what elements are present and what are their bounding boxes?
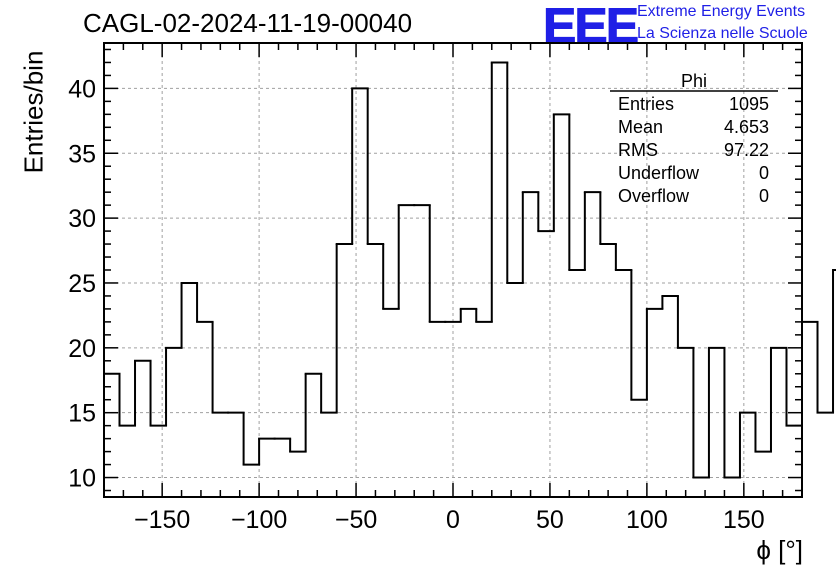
x-axis-label: ϕ [°] (756, 535, 803, 565)
y-tick-label: 30 (68, 205, 96, 233)
x-tick-label: 150 (723, 506, 765, 534)
logo-line-1: Extreme Energy Events (637, 3, 806, 20)
y-tick-label: 25 (68, 270, 96, 298)
stats-label: Entries (618, 94, 674, 114)
chart-title: CAGL-02-2024-11-19-00040 (83, 8, 413, 38)
x-tick-label: −50 (335, 506, 377, 534)
stats-value: 0 (759, 186, 769, 206)
axis-ticks (103, 43, 803, 497)
stats-label: Overflow (618, 186, 690, 206)
logo-line-2: La Scienza nelle Scuole (637, 25, 808, 42)
x-tick-label: −100 (231, 506, 287, 534)
stats-label: RMS (618, 140, 658, 160)
stats-value: 1095 (729, 94, 769, 114)
stats-box-title: Phi (681, 71, 707, 91)
x-tick-label: 100 (626, 506, 668, 534)
stats-label: Mean (618, 117, 663, 137)
tick-labels: −150 −100 −50 0 50 100 150 10 15 20 25 30 35 40 (68, 75, 765, 534)
y-tick-label: 15 (68, 400, 96, 428)
grid (104, 43, 802, 497)
x-tick-label: −150 (134, 506, 190, 534)
stats-label: Underflow (618, 163, 700, 183)
y-tick-label: 35 (68, 140, 96, 168)
stats-value: 4.653 (724, 117, 769, 137)
y-tick-label: 10 (68, 465, 96, 493)
stats-value: 0 (759, 163, 769, 183)
stats-box: Phi Entries 1095 Mean 4.653 RMS 97.22 Underflow… (610, 71, 778, 206)
x-tick-label: 50 (536, 506, 564, 534)
y-tick-label: 20 (68, 335, 96, 363)
x-tick-label: 0 (446, 506, 460, 534)
y-tick-label: 40 (68, 75, 96, 103)
stats-value: 97.22 (724, 140, 769, 160)
